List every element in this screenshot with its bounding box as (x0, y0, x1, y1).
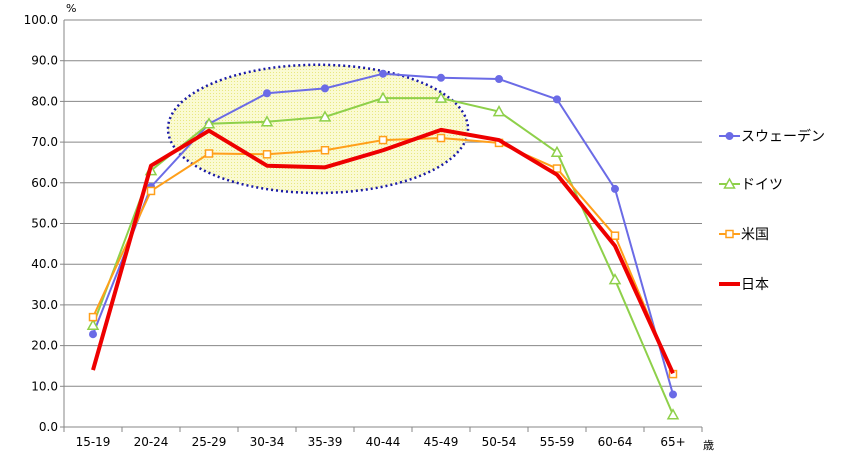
series-1-point (379, 69, 387, 78)
y-tick-label: 90.0 (31, 54, 58, 68)
y-tick-label: 70.0 (31, 135, 58, 149)
legend-label: 日本 (741, 277, 769, 293)
y-tick-label: 30.0 (31, 298, 58, 312)
series-1-point (321, 84, 329, 93)
series-1-point (437, 73, 445, 82)
x-tick-label: 60-64 (598, 435, 633, 449)
legend-marker (723, 177, 736, 189)
series-1 (89, 69, 677, 399)
series-2-point (260, 115, 274, 127)
series-2-point (86, 318, 100, 330)
x-tick-label: 40-44 (366, 435, 401, 449)
axes (60, 20, 703, 432)
y-tick-label: 20.0 (31, 339, 58, 353)
series-2-point (376, 91, 390, 103)
x-tick-label: 35-39 (308, 435, 343, 449)
x-tick-label: 45-49 (424, 435, 459, 449)
legend-label: スウェーデン (741, 128, 825, 145)
y-tick-label: 60.0 (31, 176, 58, 190)
series-4-line (91, 127, 675, 375)
highlight-region (166, 63, 470, 195)
series-group (86, 69, 680, 420)
y-tick-label: 10.0 (31, 379, 58, 393)
series-2-point (434, 91, 448, 103)
x-unit-label: 歳 (703, 439, 714, 452)
x-tick-label: 50-54 (482, 435, 517, 449)
highlight-ellipse (166, 63, 470, 195)
series-2 (86, 91, 680, 420)
series-1-point (611, 184, 619, 193)
x-tick-label: 65+ (660, 435, 685, 449)
series-3-point (88, 312, 98, 322)
y-tick-label: 100.0 (24, 13, 58, 27)
series-3-point (436, 133, 446, 143)
series-1-point (669, 390, 677, 399)
x-tick-label: 30-34 (250, 435, 285, 449)
series-2-point (666, 408, 680, 420)
legend-marker (725, 229, 734, 239)
axis-labels: 0.0 10.0 20.0 30.0 40.0 50.0 60.0 70.0 80.0 90.0 1… (24, 2, 714, 452)
series-3-point (320, 145, 330, 155)
legend-item: 米国 (719, 227, 769, 243)
y-unit-label: % (66, 2, 76, 15)
legend-item: ドイツ (719, 177, 783, 193)
series-2-point (550, 145, 564, 158)
legend-label: ドイツ (741, 177, 783, 193)
series-1-point (553, 95, 561, 104)
x-tick-label: 25-29 (192, 435, 227, 449)
series-2-point (318, 110, 332, 122)
series-3-point (262, 150, 272, 159)
series-3-point (146, 186, 156, 196)
series-2-point (492, 105, 506, 117)
y-tick-label: 80.0 (31, 94, 58, 108)
legend-item: スウェーデン (719, 128, 825, 145)
series-3 (88, 133, 678, 379)
series-2-point (608, 273, 622, 285)
legend-item: 日本 (719, 277, 769, 293)
series-4 (91, 127, 675, 375)
series-1-point (263, 89, 271, 98)
x-tick-label: 15-19 (76, 435, 111, 449)
x-tick-label: 20-24 (134, 435, 169, 449)
legend-label: 米国 (741, 227, 769, 243)
series-3-point (610, 231, 620, 240)
series-3-point (204, 149, 214, 158)
y-tick-label: 50.0 (31, 217, 58, 231)
y-tick-label: 0.0 (39, 420, 58, 434)
series-2-point (202, 117, 216, 129)
x-tick-label: 55-59 (540, 435, 575, 449)
legend-marker (725, 132, 734, 140)
series-1-point (89, 330, 97, 339)
series-3-point (378, 135, 388, 145)
y-tick-label: 40.0 (31, 257, 58, 271)
series-3-point (552, 164, 562, 173)
series-1-point (495, 75, 503, 84)
